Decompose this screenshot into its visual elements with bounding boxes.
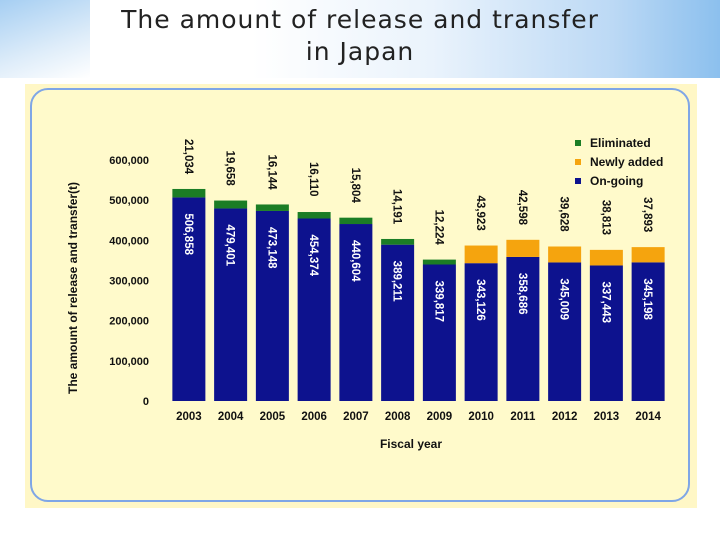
y-tick-label: 600,000 bbox=[109, 155, 149, 167]
data-label-top: 38,813 bbox=[599, 200, 611, 235]
x-tick-label: 2014 bbox=[635, 411, 661, 423]
x-tick-label: 2009 bbox=[427, 411, 453, 423]
y-tick-label: 500,000 bbox=[109, 195, 149, 207]
data-label-top: 15,804 bbox=[349, 168, 361, 204]
data-label-top: 42,598 bbox=[516, 190, 528, 226]
bar-newly-added bbox=[631, 247, 665, 263]
y-tick-label: 300,000 bbox=[109, 276, 149, 288]
data-label-ongoing: 345,009 bbox=[558, 278, 570, 320]
bar-ongoing bbox=[172, 197, 206, 401]
bar-eliminated bbox=[172, 188, 206, 198]
data-label-ongoing: 473,148 bbox=[265, 227, 277, 269]
y-tick-label: 100,000 bbox=[109, 356, 149, 368]
data-labels: 506,858 21,034 479,401 19,658 473,148 16,144 4… bbox=[182, 139, 653, 323]
slide-title-line1: The amount of release and transfer bbox=[121, 5, 599, 34]
x-tick-label: 2011 bbox=[510, 411, 536, 423]
data-label-ongoing: 506,858 bbox=[182, 213, 194, 255]
legend-swatch bbox=[575, 178, 581, 184]
x-tick-label: 2010 bbox=[468, 411, 494, 423]
legend-item-eliminated: Eliminated bbox=[590, 136, 651, 150]
bar-eliminated bbox=[214, 200, 248, 209]
data-label-ongoing: 337,443 bbox=[599, 281, 611, 323]
data-label-top: 16,144 bbox=[265, 154, 277, 190]
bars bbox=[172, 188, 665, 401]
x-tick-label: 2012 bbox=[552, 411, 578, 423]
data-label-top: 16,110 bbox=[307, 162, 319, 197]
x-tick-label: 2008 bbox=[385, 411, 411, 423]
bar-ongoing bbox=[297, 218, 331, 401]
bar-eliminated bbox=[339, 217, 373, 225]
x-tick-label: 2005 bbox=[260, 411, 286, 423]
legend-swatch bbox=[575, 140, 581, 146]
bar-ongoing bbox=[422, 264, 456, 401]
data-label-ongoing: 454,374 bbox=[307, 234, 319, 276]
data-label-top: 37,893 bbox=[641, 197, 653, 232]
bar-ongoing bbox=[464, 263, 498, 401]
y-tick-label: 200,000 bbox=[109, 316, 149, 328]
data-label-ongoing: 343,126 bbox=[474, 279, 486, 321]
bar-ongoing bbox=[339, 224, 373, 401]
data-label-ongoing: 345,198 bbox=[641, 278, 653, 320]
data-label-ongoing: 479,401 bbox=[224, 224, 236, 266]
slide-title: The amount of release and transfer in Ja… bbox=[0, 4, 720, 68]
x-tick-label: 2007 bbox=[343, 411, 369, 423]
bar-ongoing bbox=[214, 208, 248, 401]
data-label-top: 21,034 bbox=[182, 139, 194, 175]
bar-eliminated bbox=[255, 204, 289, 211]
legend-swatch bbox=[575, 159, 581, 165]
bar-eliminated bbox=[381, 238, 415, 245]
bar-eliminated bbox=[422, 259, 456, 265]
bar-eliminated bbox=[297, 212, 331, 219]
legend: Eliminated Newly added On-going bbox=[575, 136, 663, 188]
data-label-ongoing: 389,211 bbox=[391, 261, 403, 303]
data-label-top: 14,191 bbox=[391, 189, 403, 225]
bar-newly-added bbox=[548, 246, 582, 263]
bar-ongoing bbox=[589, 265, 623, 401]
bar-newly-added bbox=[506, 239, 540, 257]
y-tick-label: 400,000 bbox=[109, 235, 149, 247]
bar-ongoing bbox=[631, 262, 665, 401]
data-label-ongoing: 440,604 bbox=[349, 240, 361, 282]
x-tick-label: 2003 bbox=[176, 411, 202, 423]
header-band bbox=[0, 0, 720, 78]
data-label-ongoing: 339,817 bbox=[432, 281, 444, 323]
y-axis-label: The amount of release and transfer(t) bbox=[66, 182, 80, 394]
data-label-top: 12,224 bbox=[432, 210, 444, 246]
x-axis-label: Fiscal year bbox=[380, 437, 442, 451]
slide-title-line2: in Japan bbox=[305, 37, 415, 66]
bar-ongoing bbox=[381, 244, 415, 401]
bar-ongoing bbox=[506, 256, 540, 401]
bar-newly-added bbox=[464, 245, 498, 264]
data-label-ongoing: 358,686 bbox=[516, 273, 528, 315]
x-tick-label: 2006 bbox=[301, 411, 327, 423]
y-tick-label: 0 bbox=[143, 396, 149, 408]
x-axis: 2003 2004 2005 2006 2007 2008 2009 2010 2011 2012… bbox=[176, 411, 661, 423]
x-tick-label: 2013 bbox=[594, 411, 620, 423]
bar-ongoing bbox=[548, 262, 582, 401]
bar-newly-added bbox=[589, 249, 623, 266]
legend-item-ongoing: On-going bbox=[590, 174, 643, 188]
data-label-top: 43,923 bbox=[474, 196, 486, 231]
legend-item-newly-added: Newly added bbox=[590, 155, 663, 169]
data-label-top: 39,628 bbox=[558, 197, 570, 233]
y-axis: 0 100,000 200,000 300,000 400,000 500,000 600,… bbox=[109, 155, 149, 408]
bar-ongoing bbox=[255, 210, 289, 401]
x-tick-label: 2004 bbox=[218, 411, 244, 423]
data-label-top: 19,658 bbox=[224, 151, 236, 187]
